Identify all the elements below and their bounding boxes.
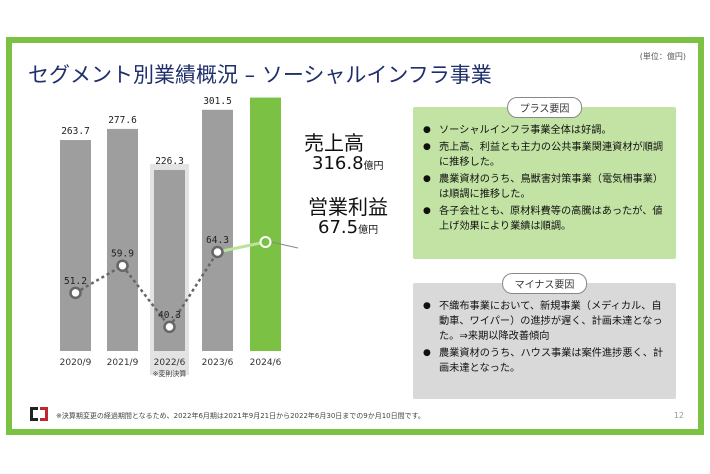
minus-item: 不織布事業において、新規事業（メディカル、自動車、ワイパー）の進捗が遅く、計画未…	[423, 299, 666, 344]
legend-profit-value-wrap: 67.5億円	[318, 217, 378, 238]
sales-data-label: 263.7	[61, 126, 90, 137]
profit-point	[116, 259, 129, 272]
profit-data-label: 64.3	[206, 235, 229, 246]
legend-sales-value: 316.8	[312, 153, 364, 174]
footnote: ※決算期変更の経過期間となるため、2022年6月期は2021年9月21日から20…	[56, 412, 425, 420]
profit-line-segment	[168, 251, 219, 328]
legend-profit-label: 営業利益	[308, 195, 388, 219]
slide: セグメント別業績概況 – ソーシャルインフラ事業 (単位：億円) 263.7 20…	[12, 43, 698, 429]
sales-data-label: 301.5	[203, 96, 232, 107]
profit-line-segment	[217, 240, 266, 254]
page-title: セグメント別業績概況 – ソーシャルインフラ事業	[28, 63, 492, 87]
plus-item: 農業資材のうち、鳥獣害対策事業（電気柵事業）は順調に推移した。	[423, 172, 666, 202]
plus-item: 各子会社とも、原材料費等の高騰はあったが、値上げ効果により業績は順調。	[423, 204, 666, 234]
minus-item: 農業資材のうち、ハウス事業は案件進捗悪く、計画未達となった。	[423, 346, 666, 376]
profit-data-label: 59.9	[111, 249, 134, 260]
category-tick-label: 2022/6	[154, 358, 186, 368]
profit-data-label: 51.2	[64, 276, 87, 287]
profit-line-segment	[121, 264, 171, 328]
legend-sales-unit: 億円	[363, 161, 384, 172]
sales-bar	[202, 109, 233, 351]
profit-data-label: 40.3	[158, 310, 181, 321]
profit-point	[69, 286, 82, 300]
plus-item: ソーシャルインフラ事業全体は好調。	[423, 123, 666, 138]
legend-sales-label: 売上高	[304, 131, 364, 155]
legend-profit-value: 67.5	[318, 217, 359, 238]
profit-point	[211, 245, 224, 259]
page-number: 12	[673, 411, 684, 420]
profit-legend-leader	[271, 241, 299, 249]
sales-bar	[107, 128, 138, 351]
profit-point	[163, 320, 176, 334]
minus-factors-panel: マイナス要因 不織布事業において、新規事業（メディカル、自動車、ワイパー）の進捗…	[413, 273, 676, 399]
sales-data-label: 226.3	[155, 156, 184, 167]
minus-factors-tag: マイナス要因	[501, 273, 588, 294]
plus-factors-tag: プラス要因	[506, 97, 583, 118]
segment-chart: 263.7 2020/9 277.6 2021/9 226.3 2022/6 301.5 20…	[60, 96, 299, 378]
profit-point	[259, 236, 272, 248]
plus-item: 売上高、利益とも主力の公共事業関連資材が順調に推移した。	[423, 140, 666, 170]
company-logo-icon	[30, 407, 48, 421]
sales-data-label: 277.6	[108, 115, 137, 126]
category-tick-label: 2024/6	[250, 358, 282, 368]
legend-sales-value-wrap: 316.8億円	[312, 153, 384, 174]
sales-bar	[60, 140, 91, 351]
plus-factors-panel: プラス要因 ソーシャルインフラ事業全体は好調。 売上高、利益とも主力の公共事業関…	[413, 97, 676, 259]
category-tick-label: 2020/9	[60, 358, 92, 368]
category-tick-label: 2021/9	[107, 358, 139, 368]
sales-bar	[250, 97, 281, 351]
legend-profit-unit: 億円	[358, 225, 379, 236]
irregular-period-note: ※変則決算	[153, 369, 187, 378]
category-tick-label: 2023/6	[202, 358, 234, 368]
unit-note: (単位：億円)	[639, 52, 686, 61]
